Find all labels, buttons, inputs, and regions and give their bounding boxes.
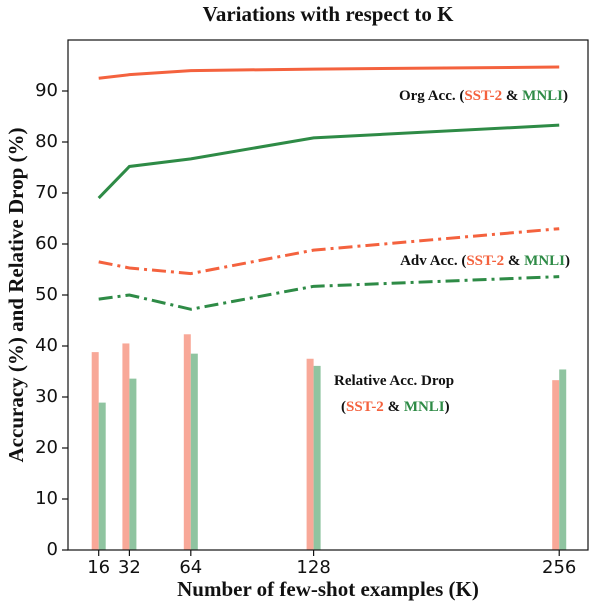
plot-frame (67, 39, 589, 551)
annotation-part: & (502, 88, 522, 104)
bar (183, 334, 191, 550)
annotation-part: Org Acc. ( (399, 88, 464, 104)
annotation-part: ) (565, 253, 570, 269)
annotation-part: ) (445, 399, 450, 415)
annotation: Relative Acc. Drop (334, 373, 454, 389)
y-tick-label: 0 (47, 539, 58, 560)
annotation-part: ) (563, 88, 568, 104)
annotation-part: SST-2 (466, 253, 504, 269)
annotation-part: SST-2 (464, 88, 502, 104)
x-tick-label: 256 (542, 557, 576, 578)
bar (190, 353, 198, 550)
annotation: Adv Acc. (SST-2 & MNLI) (400, 253, 570, 269)
annotation-part: Relative Acc. Drop (334, 373, 454, 389)
annotation-part: Adv Acc. ( (400, 253, 466, 269)
y-axis-label: Accuracy (%) and Relative Drop (%) (4, 128, 28, 463)
x-axis-label: Number of few-shot examples (K) (177, 577, 479, 601)
y-tick-label: 30 (35, 386, 58, 407)
annotation-part: MNLI (522, 88, 563, 104)
x-tick-label: 64 (179, 557, 202, 578)
x-tick-label: 32 (118, 557, 141, 578)
line (98, 65, 560, 80)
bar (313, 365, 321, 550)
y-tick-label: 60 (35, 233, 58, 254)
y-tick-label: 80 (35, 131, 58, 152)
y-tick-label: 70 (35, 182, 58, 203)
annotation-part: ( (341, 399, 346, 415)
annotation-part: SST-2 (346, 399, 384, 415)
line (97, 123, 560, 200)
bar (552, 380, 560, 550)
x-tick-label: 16 (87, 557, 110, 578)
y-tick-label: 10 (35, 488, 58, 509)
bar (122, 343, 130, 550)
bar (91, 352, 99, 550)
annotation: (SST-2 & MNLI) (341, 399, 450, 415)
annotation-part: & (384, 399, 404, 415)
bar (129, 378, 137, 550)
annotation: Org Acc. (SST-2 & MNLI) (399, 88, 568, 104)
y-tick-label: 40 (35, 335, 58, 356)
y-tick-label: 50 (35, 284, 58, 305)
annotation-part: MNLI (404, 399, 445, 415)
x-tick-label: 128 (296, 557, 330, 578)
line (98, 227, 560, 276)
bar (306, 358, 314, 550)
annotation-part: & (504, 253, 524, 269)
y-tick-label: 90 (35, 80, 58, 101)
chart-title: Variations with respect to K (203, 2, 454, 26)
bar (559, 369, 567, 550)
line (98, 275, 560, 311)
bar (98, 402, 106, 550)
y-tick-label: 20 (35, 437, 58, 458)
annotation-part: MNLI (524, 253, 565, 269)
